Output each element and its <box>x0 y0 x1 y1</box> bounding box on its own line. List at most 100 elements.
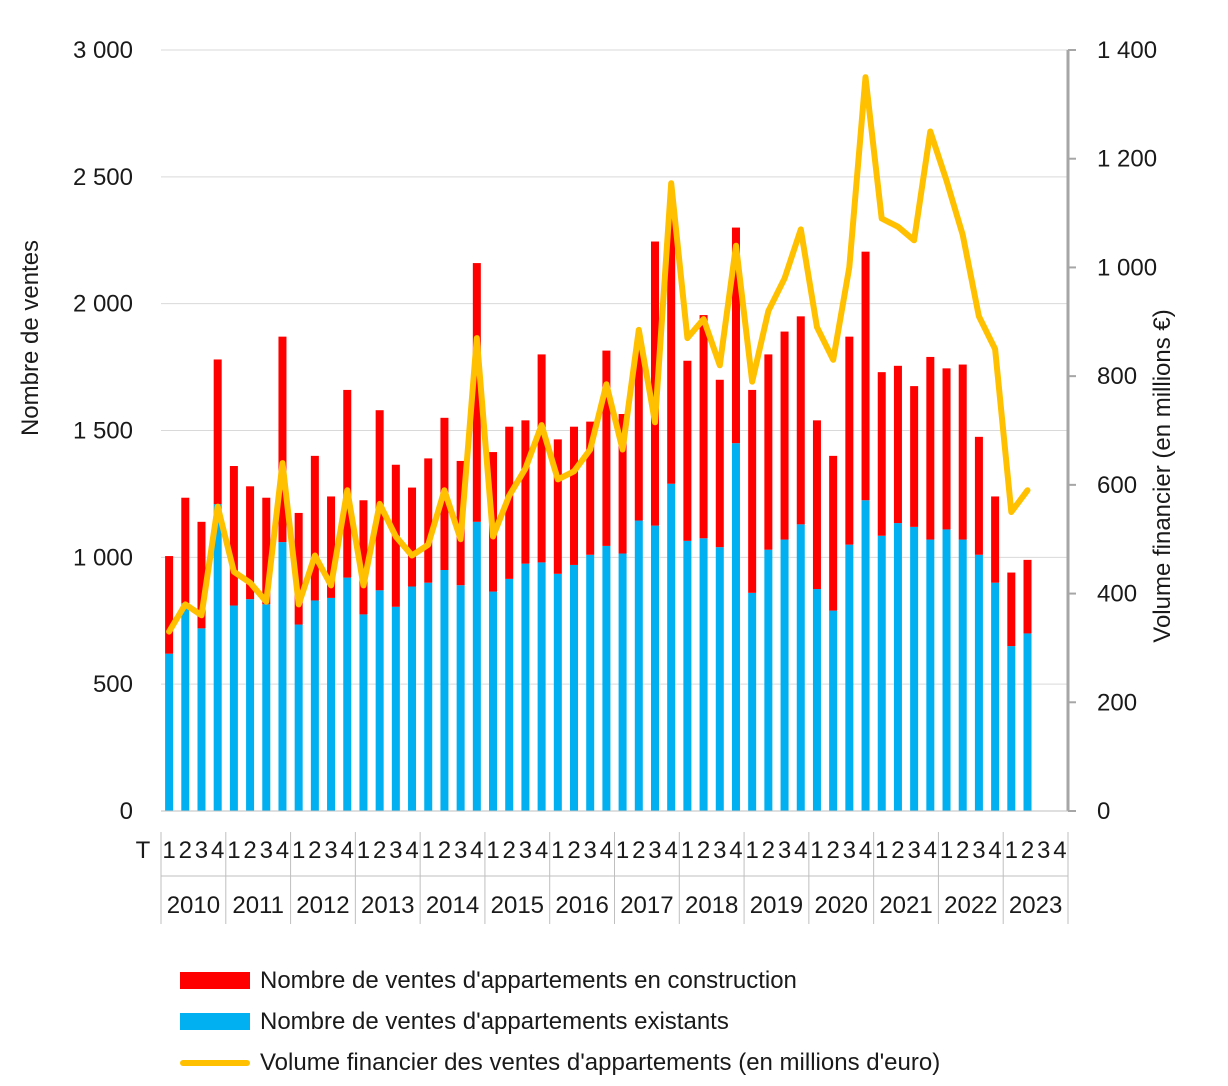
quarter-label: 3 <box>1037 837 1050 864</box>
bar-existants <box>650 525 659 811</box>
bar-existants <box>683 540 692 811</box>
year-label: 2010 <box>167 892 220 919</box>
bar-construction <box>667 217 676 484</box>
bar-existants <box>715 547 724 811</box>
bar-construction <box>910 386 919 527</box>
bar-existants <box>602 545 611 811</box>
year-label: 2012 <box>296 892 349 919</box>
bar-existants <box>343 577 352 811</box>
year-label: 2017 <box>620 892 673 919</box>
quarter-label: 3 <box>713 837 726 864</box>
line-point-volume <box>945 178 949 182</box>
line-point-volume <box>588 448 592 452</box>
bar-existants <box>505 578 514 811</box>
bar-construction <box>343 389 352 578</box>
bar-construction <box>958 364 967 540</box>
bar-existants <box>456 585 465 811</box>
right-tick-label: 800 <box>1097 363 1137 390</box>
quarter-label: 3 <box>648 837 661 864</box>
year-label: 2021 <box>879 892 932 919</box>
right-tick-label: 400 <box>1097 581 1137 608</box>
year-label: 2015 <box>491 892 544 919</box>
line-point-volume <box>167 630 171 634</box>
line-point-volume <box>928 130 932 134</box>
bar-existants <box>553 573 562 811</box>
line-point-volume <box>248 581 252 585</box>
line-point-volume <box>345 488 349 492</box>
year-label: 2020 <box>815 892 868 919</box>
line-point-volume <box>410 554 414 558</box>
line-series <box>166 74 1031 635</box>
bar-construction <box>1007 572 1016 647</box>
bar-existants <box>586 554 595 811</box>
year-label: 2022 <box>944 892 997 919</box>
bar-construction <box>310 455 319 601</box>
quarter-label: 1 <box>810 837 823 864</box>
bar-existants <box>974 554 983 811</box>
quarter-label: 2 <box>826 837 839 864</box>
bar-existants <box>731 443 740 811</box>
year-label: 2023 <box>1009 892 1062 919</box>
line-point-volume <box>896 225 900 229</box>
bar-existants <box>310 600 319 811</box>
bar-existants <box>845 544 854 811</box>
legend-item-construction: Nombre de ventes d'appartements en const… <box>180 960 940 1001</box>
bar-existants <box>748 592 757 811</box>
quarter-label: 3 <box>584 837 597 864</box>
bar-construction <box>165 556 174 654</box>
bar-existants <box>618 553 627 811</box>
line-point-volume <box>313 554 317 558</box>
year-label: 2011 <box>232 892 284 919</box>
line-point-volume <box>475 336 479 340</box>
bar-construction <box>796 316 805 525</box>
right-tick-label: 600 <box>1097 472 1137 499</box>
quarter-label: 1 <box>681 837 694 864</box>
bar-construction <box>521 420 530 564</box>
right-tick-label: 200 <box>1097 689 1137 716</box>
quarter-label: 1 <box>745 837 758 864</box>
bar-construction <box>262 497 271 605</box>
legend: Nombre de ventes d'appartements en const… <box>180 960 940 1083</box>
quarter-label: 2 <box>243 837 256 864</box>
quarter-label: 3 <box>195 837 208 864</box>
line-point-volume <box>491 534 495 538</box>
bar-existants <box>472 521 481 811</box>
bar-existants <box>667 483 676 811</box>
bar-existants <box>391 606 400 811</box>
quarter-label: 3 <box>324 837 337 864</box>
bar-existants <box>262 604 271 811</box>
bar-existants <box>764 549 773 811</box>
legend-label-existants: Nombre de ventes d'appartements existant… <box>260 1007 729 1035</box>
bar-construction <box>634 342 643 521</box>
bar-existants <box>780 539 789 811</box>
quarter-label: 1 <box>422 837 435 864</box>
quarter-label: 2 <box>956 837 969 864</box>
quarter-label: 2 <box>503 837 516 864</box>
bar-construction <box>683 360 692 541</box>
right-tick-label: 1 200 <box>1097 146 1157 173</box>
bar-construction <box>893 365 902 524</box>
quarter-label: 2 <box>632 837 645 864</box>
bar-construction <box>974 436 983 555</box>
left-tick-label: 3 000 <box>73 37 133 64</box>
line-point-volume <box>572 469 576 473</box>
bar-existants <box>877 535 886 811</box>
line-point-volume <box>540 423 544 427</box>
bar-construction <box>699 315 708 539</box>
line-point-volume <box>977 314 981 318</box>
bar-construction <box>375 410 384 591</box>
quarter-label: 1 <box>875 837 888 864</box>
bar-existants <box>926 539 935 811</box>
quarter-label: 2 <box>438 837 451 864</box>
quarter-label: 1 <box>162 837 175 864</box>
bar-existants <box>893 523 902 811</box>
line-point-volume <box>718 363 722 367</box>
bar-construction <box>926 356 935 540</box>
line-point-volume <box>199 613 203 617</box>
line-point-volume <box>378 502 382 506</box>
bar-existants <box>991 582 1000 811</box>
line-point-volume <box>297 602 301 606</box>
bar-existants <box>440 570 449 811</box>
line-point-volume <box>232 570 236 574</box>
quarter-label: 1 <box>357 837 370 864</box>
